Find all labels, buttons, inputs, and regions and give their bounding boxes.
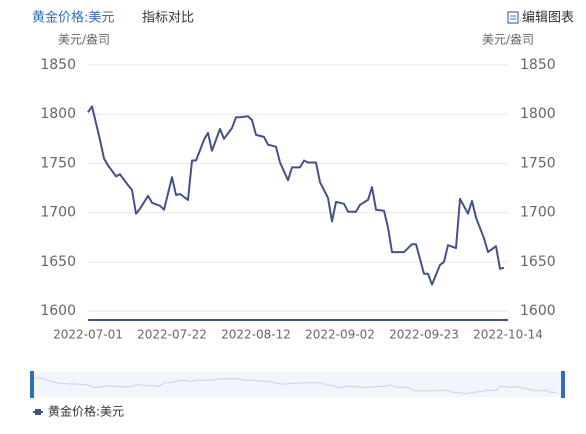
y-tick-label-right: 1850 <box>520 57 556 73</box>
navigator-line <box>33 377 557 395</box>
y-tick-label: 1600 <box>40 303 76 319</box>
y-tick-label: 1750 <box>40 155 76 171</box>
x-tick-label: 2022-10-14 <box>473 328 543 342</box>
x-tick-label: 2022-08-12 <box>221 328 291 342</box>
y-unit-right: 美元/盎司 <box>482 33 534 47</box>
navigator-handle[interactable] <box>561 371 565 398</box>
edit-icon-box <box>507 11 519 24</box>
y-tick-label: 1650 <box>40 254 76 270</box>
y-tick-label-right: 1650 <box>520 254 556 270</box>
line <box>87 105 505 286</box>
y-tick-label-right: 1750 <box>520 155 556 171</box>
y-tick-label-right: 1700 <box>520 205 556 221</box>
legend-symbol <box>35 409 41 415</box>
tab[interactable]: 指标对比 <box>142 11 194 26</box>
navigator[interactable] <box>30 372 565 397</box>
legend-label[interactable]: 黄金价格:美元 <box>48 404 124 419</box>
x-tick-label: 2022-07-22 <box>137 328 207 342</box>
navigator-handle[interactable] <box>30 371 34 398</box>
y-tick-label: 1850 <box>40 57 76 73</box>
y-tick-label: 1700 <box>40 205 76 221</box>
edit-button[interactable]: 编辑图表 <box>522 11 574 26</box>
x-tick-label: 2022-07-01 <box>53 328 123 342</box>
x-tick-label: 2022-09-23 <box>389 328 459 342</box>
y-tick-label: 1800 <box>40 106 76 122</box>
y-unit-left: 美元/盎司 <box>58 33 110 47</box>
x-tick-label: 2022-09-02 <box>305 328 375 342</box>
tab-active[interactable]: 黄金价格:美元 <box>32 10 114 26</box>
y-tick-label-right: 1800 <box>520 106 556 122</box>
y-tick-label-right: 1600 <box>520 303 556 319</box>
edit-icon[interactable] <box>507 11 519 24</box>
